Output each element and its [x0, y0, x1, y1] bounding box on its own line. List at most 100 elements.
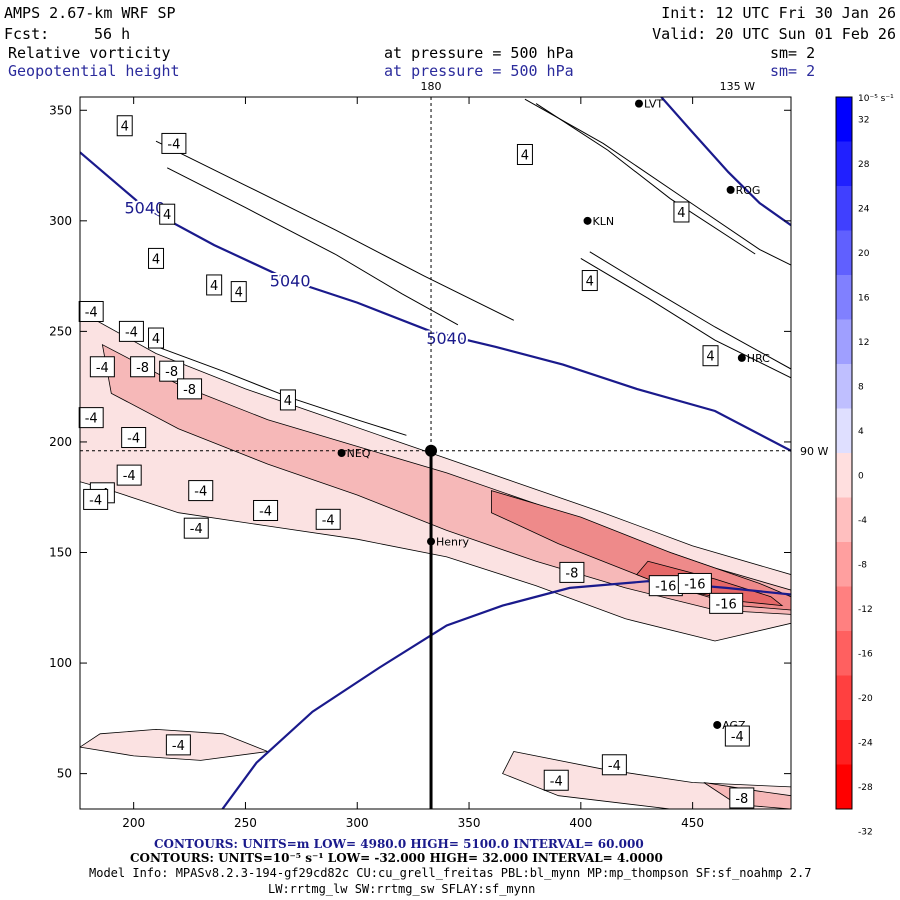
height-contour-4980 — [660, 97, 791, 227]
field-height: Geopotential height — [8, 62, 180, 80]
height-label-1: 5040 — [270, 272, 311, 291]
colorbar-tick-11: -12 — [858, 605, 873, 615]
vorticity-label-33: -4 — [608, 759, 621, 774]
vorticity-label-17: -8 — [183, 383, 196, 398]
vorticity-label-29: -16 — [684, 577, 705, 592]
vorticity-label-box-2 — [516, 143, 533, 165]
vorticity-label-26: -4 — [190, 522, 203, 537]
station-kln-dot — [583, 216, 592, 225]
vorticity-label-box-16 — [159, 360, 185, 382]
station-lvt-dot — [634, 99, 643, 108]
vorticity-shading — [80, 311, 791, 809]
vorticity-label-18: -4 — [85, 412, 98, 427]
y-tick-100: 100 — [49, 656, 72, 670]
colorbar-tick-1: 28 — [858, 160, 870, 170]
vorticity-label-box-26 — [183, 517, 209, 539]
x-tick-200: 200 — [122, 816, 145, 830]
vorticity-label-0: 4 — [121, 120, 129, 135]
y-tick-50: 50 — [57, 767, 72, 781]
vorticity-label-31: -4 — [172, 739, 185, 754]
colorbar-segment-15 — [836, 764, 852, 810]
vorticity-label-19: -4 — [127, 432, 140, 447]
vorticity-contour-4 — [535, 103, 756, 255]
longitude-label-0: 180 — [421, 80, 442, 93]
colorbar-segment-4 — [836, 275, 852, 320]
station-agz-dot — [713, 720, 722, 729]
colorbar-tick-15: -28 — [858, 783, 873, 793]
vorticity-label-27: -8 — [565, 566, 578, 581]
vorticity-label-3: 4 — [163, 208, 171, 223]
station-neq-label: NEQ — [347, 447, 371, 460]
vorticity-label-box-10 — [702, 345, 719, 367]
colorbar-segment-1 — [836, 141, 852, 187]
y-tick-150: 150 — [49, 546, 72, 560]
vorticity-label-box-35 — [729, 787, 755, 809]
colorbar-tick-16: -32 — [858, 827, 873, 837]
vorticity-label-1: -4 — [167, 137, 180, 152]
vorticity-contour-0 — [155, 140, 515, 321]
colorbar-segment-0 — [836, 97, 852, 142]
vorticity-label-box-6 — [206, 274, 223, 296]
colorbar-tick-13: -20 — [858, 694, 873, 704]
vorticity-label-35: -8 — [735, 792, 748, 807]
colorbar-segment-8 — [836, 453, 852, 498]
plot-frame — [79, 96, 792, 810]
colorbar-segment-3 — [836, 230, 852, 276]
vorticity-contour-6 — [589, 251, 791, 370]
vorticity-label-box-32 — [724, 725, 750, 747]
longitude-label-1: 135 W — [720, 80, 755, 93]
vorticity-label-15: -8 — [136, 361, 149, 376]
colorbar-tick-14: -24 — [858, 738, 873, 748]
colorbar: 32 28 24 20 16 12 8 4 0 -4 -8 -12 -16 -20 -24 -28 -32 10⁻… — [835, 94, 894, 837]
vorticity-label-box-11 — [279, 389, 296, 411]
y-tick-350: 350 — [49, 103, 72, 117]
vorticity-label-box-7 — [230, 281, 247, 303]
colorbar-tick-9: -4 — [858, 516, 867, 526]
field-vorticity: Relative vorticity — [8, 44, 171, 62]
colorbar-segment-9 — [836, 497, 852, 543]
colorbar-tick-0: 32 — [858, 115, 869, 125]
colorbar-segment-14 — [836, 720, 852, 765]
smooth-vorticity: sm= 2 — [770, 44, 815, 62]
vorticity-label-box-23 — [188, 480, 214, 502]
colorbar-tick-12: -16 — [858, 649, 873, 659]
vorticity-contour-5 — [580, 257, 791, 379]
vorticity-label-6: 4 — [210, 279, 218, 294]
vorticity-label-20: -4 — [123, 469, 136, 484]
colorbar-segment-2 — [836, 186, 852, 231]
vorticity-label-23: -4 — [194, 485, 207, 500]
vorticity-contour-1 — [166, 167, 459, 326]
vorticity-label-box-14 — [89, 356, 115, 378]
vorticity-label-14: -4 — [96, 361, 109, 376]
smooth-height: sm= 2 — [770, 62, 815, 80]
model-info: Model Info: MPASv8.2.3-194-gf29cd82c CU:… — [89, 866, 811, 880]
height-label-0: 5040 — [124, 199, 165, 218]
vorticity-label-box-30 — [709, 592, 744, 614]
vorticity-label-box-13 — [118, 320, 144, 342]
crosshair — [80, 97, 791, 809]
vorticity-label-box-4 — [673, 201, 690, 223]
station-henry-dot — [427, 537, 436, 546]
vorticity-label-box-17 — [177, 378, 203, 400]
vorticity-label-box-0 — [116, 115, 133, 137]
station-henry-label: Henry — [436, 535, 470, 548]
vorticity-label-box-12 — [78, 300, 104, 322]
fcst-label: Fcst: — [4, 25, 49, 43]
vorticity-label-34: -4 — [550, 774, 563, 789]
vorticity-label-box-5 — [148, 247, 165, 269]
vorticity-band-5 — [502, 751, 791, 809]
vorticity-labels: 4 -4 4 4 4 4 4 4 4 4 4 4 -4 -4 -4 -8 -8 -8 -4 -4 -4 -4 -4 -4 -4 -… — [78, 115, 755, 809]
y-tick-300: 300 — [49, 214, 72, 228]
colorbar-tick-8: 0 — [858, 471, 864, 481]
vorticity-label-box-25 — [315, 508, 341, 530]
vorticity-label-box-1 — [161, 132, 187, 154]
colorbar-tick-2: 24 — [858, 204, 870, 214]
station-rog-label: ROG — [736, 184, 761, 197]
vorticity-label-box-29 — [677, 572, 712, 594]
vorticity-label-8: 4 — [586, 275, 594, 290]
vorticity-label-box-19 — [121, 427, 147, 449]
longitude-label-2: 90 W — [800, 445, 828, 458]
vorticity-label-22: -4 — [89, 493, 102, 508]
station-lvt-label: LVT — [644, 98, 663, 111]
